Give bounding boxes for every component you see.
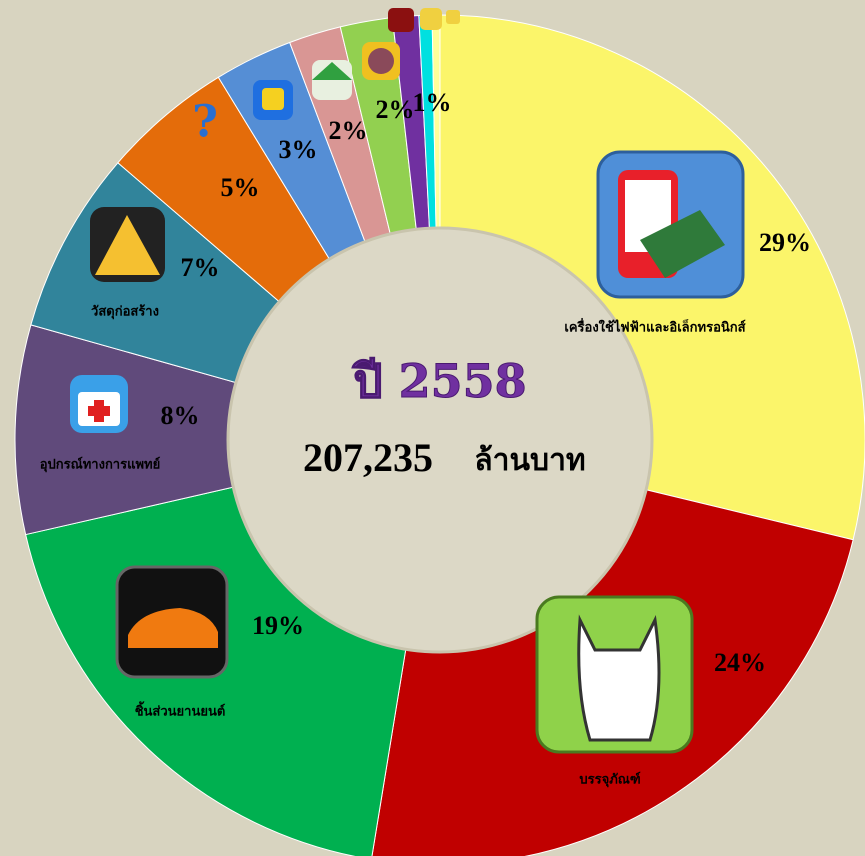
icon-bag bbox=[577, 614, 661, 742]
icon-car bbox=[128, 608, 218, 648]
icon-question: ? bbox=[192, 97, 218, 148]
category-label: เครื่องใช้ไฟฟ้าและอิเล็กทรอนิกส์ bbox=[564, 318, 745, 336]
icon-yarn bbox=[368, 48, 394, 74]
value-label: 1% bbox=[413, 88, 452, 117]
category-label: ชิ้นส่วนยานยนต์ bbox=[135, 701, 226, 720]
icon-sign bbox=[95, 215, 160, 275]
icon-small-1 bbox=[388, 8, 414, 32]
donut-hole bbox=[226, 226, 654, 654]
value-label: 8% bbox=[161, 401, 200, 430]
center-unit: ล้านบาท bbox=[474, 443, 585, 478]
icon-board bbox=[640, 210, 725, 278]
value-label: 7% bbox=[181, 253, 220, 282]
icon-cross bbox=[88, 400, 110, 422]
icon-small-2 bbox=[420, 8, 442, 30]
icon-roof bbox=[312, 62, 352, 80]
value-label: 5% bbox=[221, 173, 260, 202]
value-label: 19% bbox=[252, 611, 304, 640]
value-label: 24% bbox=[714, 648, 766, 677]
category-label: อุปกรณ์ทางการแพทย์ bbox=[40, 457, 160, 473]
value-label: 2% bbox=[329, 116, 368, 145]
category-label: วัสดุก่อสร้าง bbox=[91, 304, 159, 320]
icon-small-3 bbox=[446, 10, 460, 24]
center-title: ปี 2558 bbox=[351, 354, 527, 408]
value-label: 29% bbox=[759, 228, 811, 257]
category-label: บรรจุภัณฑ์ bbox=[579, 772, 640, 788]
value-label: 2% bbox=[376, 95, 415, 124]
center-value: 207,235 bbox=[303, 435, 433, 480]
icon-block bbox=[262, 88, 284, 110]
value-label: 3% bbox=[279, 135, 318, 164]
icons: ? bbox=[70, 8, 745, 754]
